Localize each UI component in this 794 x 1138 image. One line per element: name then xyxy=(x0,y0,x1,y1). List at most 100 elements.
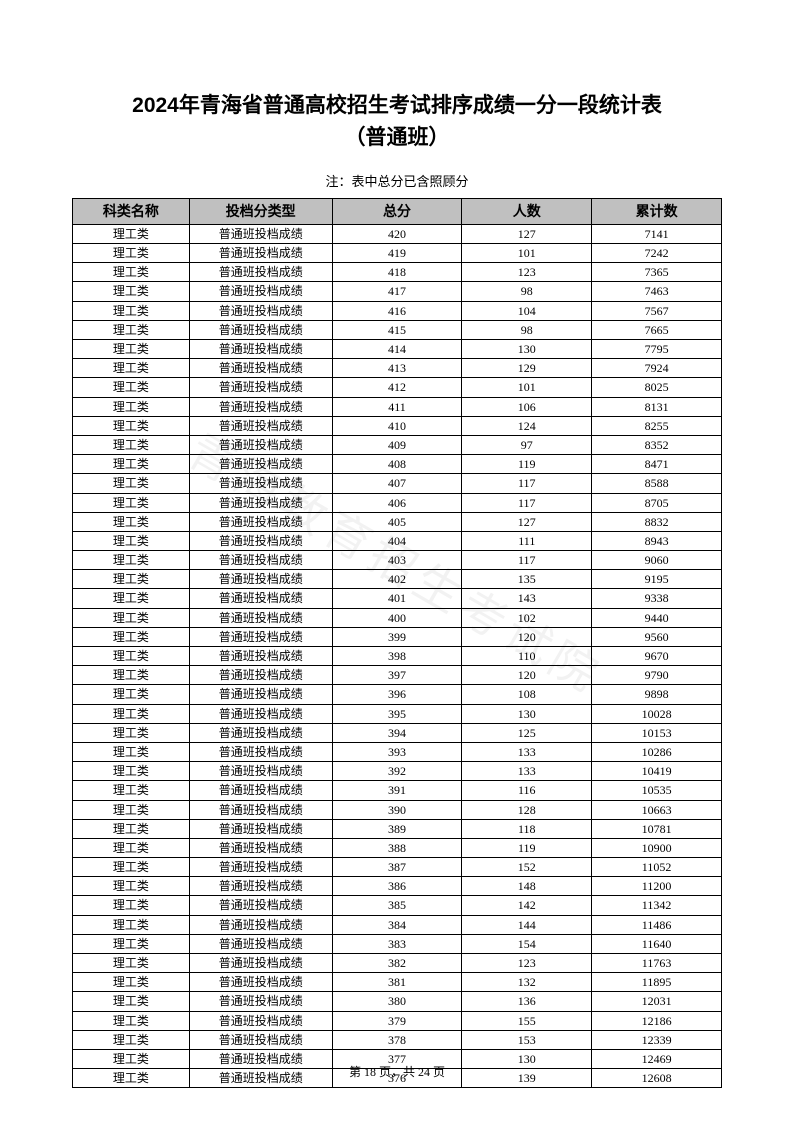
cell-count: 108 xyxy=(462,685,592,704)
cell-cumulative: 7795 xyxy=(592,340,722,359)
cell-category: 理工类 xyxy=(73,416,190,435)
cell-score: 404 xyxy=(332,531,462,550)
cell-category: 理工类 xyxy=(73,800,190,819)
cell-score: 392 xyxy=(332,762,462,781)
table-row: 理工类普通班投档成绩417987463 xyxy=(73,282,722,301)
cell-cumulative: 7567 xyxy=(592,301,722,320)
cell-count: 98 xyxy=(462,320,592,339)
cell-count: 110 xyxy=(462,647,592,666)
cell-cumulative: 10663 xyxy=(592,800,722,819)
table-row: 理工类普通班投档成绩4041118943 xyxy=(73,531,722,550)
cell-score: 418 xyxy=(332,263,462,282)
cell-cumulative: 10286 xyxy=(592,742,722,761)
cell-scoretype: 普通班投档成绩 xyxy=(189,320,332,339)
cell-category: 理工类 xyxy=(73,627,190,646)
table-row: 理工类普通班投档成绩39012810663 xyxy=(73,800,722,819)
cell-scoretype: 普通班投档成绩 xyxy=(189,1011,332,1030)
cell-cumulative: 8471 xyxy=(592,455,722,474)
cell-scoretype: 普通班投档成绩 xyxy=(189,263,332,282)
cell-score: 420 xyxy=(332,224,462,243)
cell-scoretype: 普通班投档成绩 xyxy=(189,435,332,454)
cell-category: 理工类 xyxy=(73,551,190,570)
cell-cumulative: 12031 xyxy=(592,992,722,1011)
cell-category: 理工类 xyxy=(73,531,190,550)
cell-scoretype: 普通班投档成绩 xyxy=(189,973,332,992)
table-row: 理工类普通班投档成绩38315411640 xyxy=(73,934,722,953)
cell-scoretype: 普通班投档成绩 xyxy=(189,301,332,320)
cell-scoretype: 普通班投档成绩 xyxy=(189,551,332,570)
cell-score: 406 xyxy=(332,493,462,512)
cell-score: 409 xyxy=(332,435,462,454)
cell-count: 155 xyxy=(462,1011,592,1030)
table-row: 理工类普通班投档成绩4191017242 xyxy=(73,244,722,263)
cell-score: 379 xyxy=(332,1011,462,1030)
cell-category: 理工类 xyxy=(73,474,190,493)
cell-cumulative: 9195 xyxy=(592,570,722,589)
cell-score: 385 xyxy=(332,896,462,915)
cell-scoretype: 普通班投档成绩 xyxy=(189,416,332,435)
table-row: 理工类普通班投档成绩4011439338 xyxy=(73,589,722,608)
cell-score: 389 xyxy=(332,819,462,838)
cell-count: 130 xyxy=(462,340,592,359)
cell-scoretype: 普通班投档成绩 xyxy=(189,1030,332,1049)
table-row: 理工类普通班投档成绩38911810781 xyxy=(73,819,722,838)
cell-scoretype: 普通班投档成绩 xyxy=(189,340,332,359)
cell-category: 理工类 xyxy=(73,954,190,973)
cell-scoretype: 普通班投档成绩 xyxy=(189,244,332,263)
cell-scoretype: 普通班投档成绩 xyxy=(189,877,332,896)
table-row: 理工类普通班投档成绩38013612031 xyxy=(73,992,722,1011)
cell-scoretype: 普通班投档成绩 xyxy=(189,704,332,723)
table-row: 理工类普通班投档成绩38514211342 xyxy=(73,896,722,915)
cell-cumulative: 11895 xyxy=(592,973,722,992)
cell-cumulative: 10535 xyxy=(592,781,722,800)
cell-cumulative: 11486 xyxy=(592,915,722,934)
table-row: 理工类普通班投档成绩4021359195 xyxy=(73,570,722,589)
cell-category: 理工类 xyxy=(73,589,190,608)
table-row: 理工类普通班投档成绩38113211895 xyxy=(73,973,722,992)
cell-category: 理工类 xyxy=(73,819,190,838)
cell-cumulative: 7463 xyxy=(592,282,722,301)
cell-scoretype: 普通班投档成绩 xyxy=(189,224,332,243)
cell-count: 116 xyxy=(462,781,592,800)
table-row: 理工类普通班投档成绩415987665 xyxy=(73,320,722,339)
cell-cumulative: 11200 xyxy=(592,877,722,896)
cell-count: 98 xyxy=(462,282,592,301)
cell-count: 130 xyxy=(462,704,592,723)
cell-category: 理工类 xyxy=(73,647,190,666)
page-footer: 第 18 页，共 24 页 xyxy=(0,1063,794,1080)
cell-count: 101 xyxy=(462,244,592,263)
cell-cumulative: 9790 xyxy=(592,666,722,685)
cell-category: 理工类 xyxy=(73,493,190,512)
table-row: 理工类普通班投档成绩4181237365 xyxy=(73,263,722,282)
cell-category: 理工类 xyxy=(73,723,190,742)
table-row: 理工类普通班投档成绩39111610535 xyxy=(73,781,722,800)
cell-count: 118 xyxy=(462,819,592,838)
cell-scoretype: 普通班投档成绩 xyxy=(189,954,332,973)
cell-cumulative: 8352 xyxy=(592,435,722,454)
cell-category: 理工类 xyxy=(73,973,190,992)
cell-category: 理工类 xyxy=(73,608,190,627)
page-content: 2024年青海省普通高校招生考试排序成绩一分一段统计表 （普通班） 注：表中总分… xyxy=(0,0,794,1138)
cell-score: 383 xyxy=(332,934,462,953)
cell-category: 理工类 xyxy=(73,896,190,915)
cell-category: 理工类 xyxy=(73,762,190,781)
cell-score: 419 xyxy=(332,244,462,263)
cell-scoretype: 普通班投档成绩 xyxy=(189,589,332,608)
table-row: 理工类普通班投档成绩4201277141 xyxy=(73,224,722,243)
cell-score: 412 xyxy=(332,378,462,397)
score-table: 科类名称 投档分类型 总分 人数 累计数 理工类普通班投档成绩420127714… xyxy=(72,198,722,1088)
cell-score: 402 xyxy=(332,570,462,589)
cell-score: 386 xyxy=(332,877,462,896)
cell-category: 理工类 xyxy=(73,781,190,800)
cell-count: 128 xyxy=(462,800,592,819)
cell-category: 理工类 xyxy=(73,435,190,454)
table-row: 理工类普通班投档成绩4051278832 xyxy=(73,512,722,531)
cell-count: 120 xyxy=(462,627,592,646)
cell-cumulative: 8588 xyxy=(592,474,722,493)
cell-cumulative: 9560 xyxy=(592,627,722,646)
table-row: 理工类普通班投档成绩4081198471 xyxy=(73,455,722,474)
cell-cumulative: 9670 xyxy=(592,647,722,666)
cell-count: 127 xyxy=(462,224,592,243)
cell-score: 405 xyxy=(332,512,462,531)
cell-score: 413 xyxy=(332,359,462,378)
